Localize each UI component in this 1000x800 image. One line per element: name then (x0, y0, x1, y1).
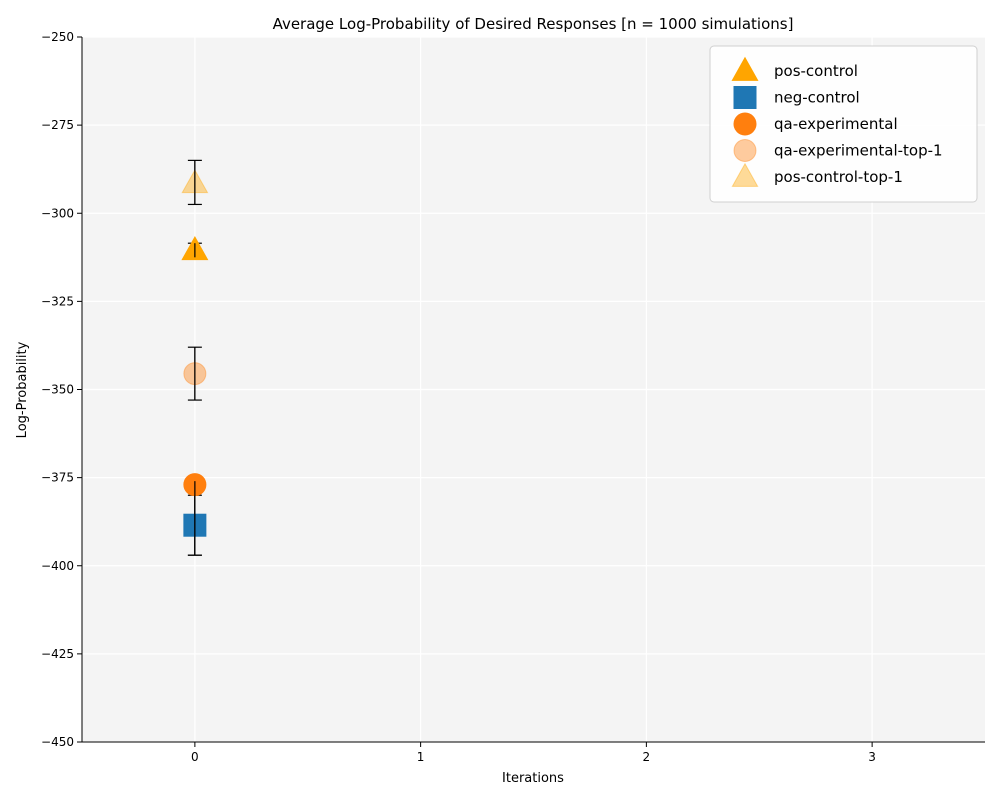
y-tick-label: −275 (41, 118, 74, 132)
y-tick-label: −250 (41, 30, 74, 44)
legend-marker-neg-control (733, 86, 757, 109)
y-axis-label: Log-Probability (15, 341, 30, 438)
x-axis-label: Iterations (502, 771, 564, 786)
legend-marker-qa-experimental (733, 112, 757, 136)
legend-label: pos-control (774, 62, 858, 80)
legend-label: neg-control (774, 89, 860, 107)
y-tick-label: −450 (41, 735, 74, 749)
y-tick-label: −425 (41, 647, 74, 661)
legend: pos-control neg-control qa-experimental qa-… (709, 45, 978, 203)
legend-label: qa-experimental (774, 115, 898, 133)
y-tick-label: −375 (41, 471, 74, 485)
legend-box (709, 45, 978, 203)
y-tick-label: −300 (41, 206, 74, 220)
legend-marker-qa-experimental-top-1 (733, 139, 757, 162)
legend-label: pos-control-top-1 (774, 168, 903, 186)
chart-title: Average Log-Probability of Desired Respo… (273, 15, 794, 33)
x-tick-label: 0 (191, 750, 199, 764)
legend-marker-pos-control (731, 56, 759, 81)
x-tick-label: 1 (417, 750, 425, 764)
y-tick-label: −325 (41, 294, 74, 308)
y-tick-label: −400 (41, 559, 74, 573)
data-markers (181, 160, 209, 556)
x-tick-label: 2 (643, 750, 651, 764)
y-tick-label: −350 (41, 383, 74, 397)
x-ticks: 0 1 2 3 (191, 742, 876, 764)
grid (82, 36, 985, 743)
legend-label: qa-experimental-top-1 (774, 142, 943, 160)
x-tick-label: 3 (868, 750, 876, 764)
legend-marker-pos-control-top-1 (731, 162, 759, 187)
y-ticks: −250 −275 −300 −325 −350 −375 −400 −425 −450 (41, 30, 82, 749)
